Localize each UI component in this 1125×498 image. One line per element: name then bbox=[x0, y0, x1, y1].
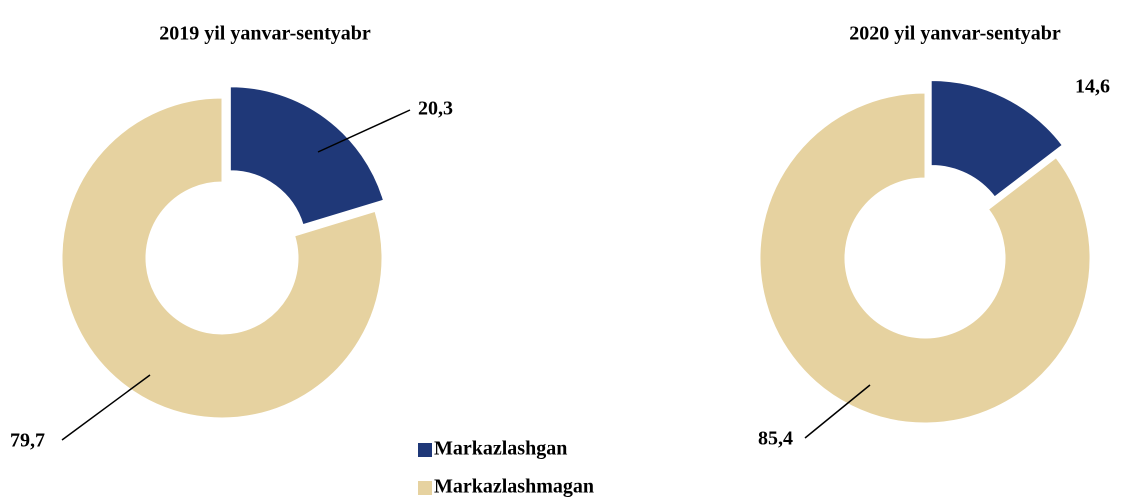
leader-line bbox=[804, 384, 871, 439]
legend-swatch bbox=[418, 481, 432, 495]
data-label: 14,6 bbox=[1075, 76, 1110, 98]
legend-label: Markazlashmagan bbox=[434, 476, 594, 498]
slice bbox=[61, 97, 383, 419]
data-label: 79,7 bbox=[10, 430, 45, 452]
slice bbox=[229, 86, 385, 226]
chart-title: 2020 yil yanvar-sentyabr bbox=[849, 23, 1061, 45]
data-label: 20,3 bbox=[418, 98, 453, 120]
slice bbox=[759, 92, 1091, 424]
legend-label: Markazlashgan bbox=[434, 438, 567, 460]
legend-swatch bbox=[418, 443, 432, 457]
leader-line bbox=[61, 374, 151, 441]
chart-title: 2019 yil yanvar-sentyabr bbox=[159, 23, 371, 45]
slice bbox=[930, 79, 1063, 198]
data-label: 85,4 bbox=[758, 428, 793, 450]
leader-line bbox=[317, 109, 411, 153]
